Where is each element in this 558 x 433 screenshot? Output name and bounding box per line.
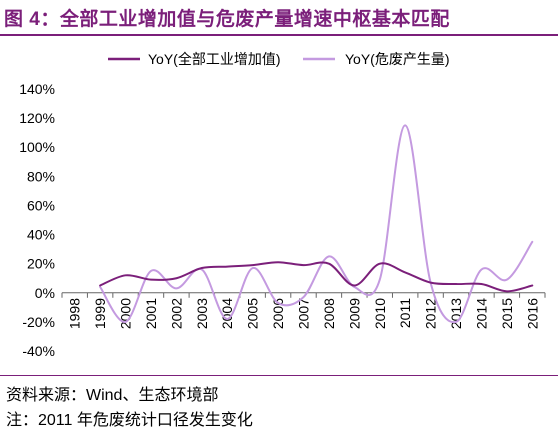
legend: YoY(全部工业增加值) YoY(危废产生量) [108, 51, 450, 67]
y-tick-label: 80% [27, 168, 55, 184]
y-tick-label: 120% [19, 110, 55, 126]
x-tick-label: 2002 [168, 298, 184, 329]
x-tick-label: 2008 [321, 298, 337, 329]
y-tick-label: 0% [35, 285, 55, 301]
y-tick-label: 60% [27, 197, 55, 213]
x-tick-label: 2011 [397, 298, 413, 328]
x-tick-label: 2001 [143, 298, 159, 329]
x-tick-label: 2005 [245, 298, 261, 329]
x-tick-label: 2004 [219, 298, 235, 329]
y-tick-label: 40% [27, 227, 55, 243]
y-tick-label: 20% [27, 256, 55, 272]
x-tick-label: 2012 [423, 298, 439, 329]
series-line-0 [99, 261, 534, 293]
x-tick-label: 2014 [473, 298, 489, 329]
x-tick-label: 2016 [524, 298, 540, 329]
title-rule [0, 34, 558, 36]
y-tick-label: 100% [19, 139, 55, 155]
footer-rule [0, 375, 558, 376]
x-tick-label: 2007 [296, 298, 312, 329]
x-tick-label: 2009 [346, 298, 362, 329]
legend-label-0: YoY(全部工业增加值) [148, 51, 281, 67]
y-tick-label: -20% [22, 314, 55, 330]
series-line-1 [99, 124, 534, 324]
data-note: 注：2011 年危废统计口径发生变化 [6, 412, 253, 429]
y-axis: 140% 120% 100% 80% 60% 40% 20% 0% -20% -40% [19, 81, 55, 359]
series-group [99, 124, 534, 324]
y-tick-label: 140% [19, 81, 55, 97]
x-tick-label: 2015 [499, 298, 515, 329]
y-tick-label: -40% [22, 343, 55, 359]
source-note: 资料来源：Wind、生态环境部 [6, 387, 219, 404]
legend-label-1: YoY(危废产生量) [345, 51, 450, 67]
x-tick-label: 2010 [372, 298, 388, 329]
x-tick-label: 2003 [194, 298, 210, 329]
x-axis: 1998 1999 2000 2001 2002 2003 2004 2005 2006 2007… [61, 292, 546, 329]
x-tick-label: 1998 [67, 298, 83, 329]
line-chart: YoY(全部工业增加值) YoY(危废产生量) 140% 120% 100% 80% 60… [19, 51, 546, 359]
chart-title: 图 4：全部工业增加值与危废产量增速中枢基本匹配 [4, 9, 450, 30]
x-tick-label: 1999 [92, 298, 108, 329]
